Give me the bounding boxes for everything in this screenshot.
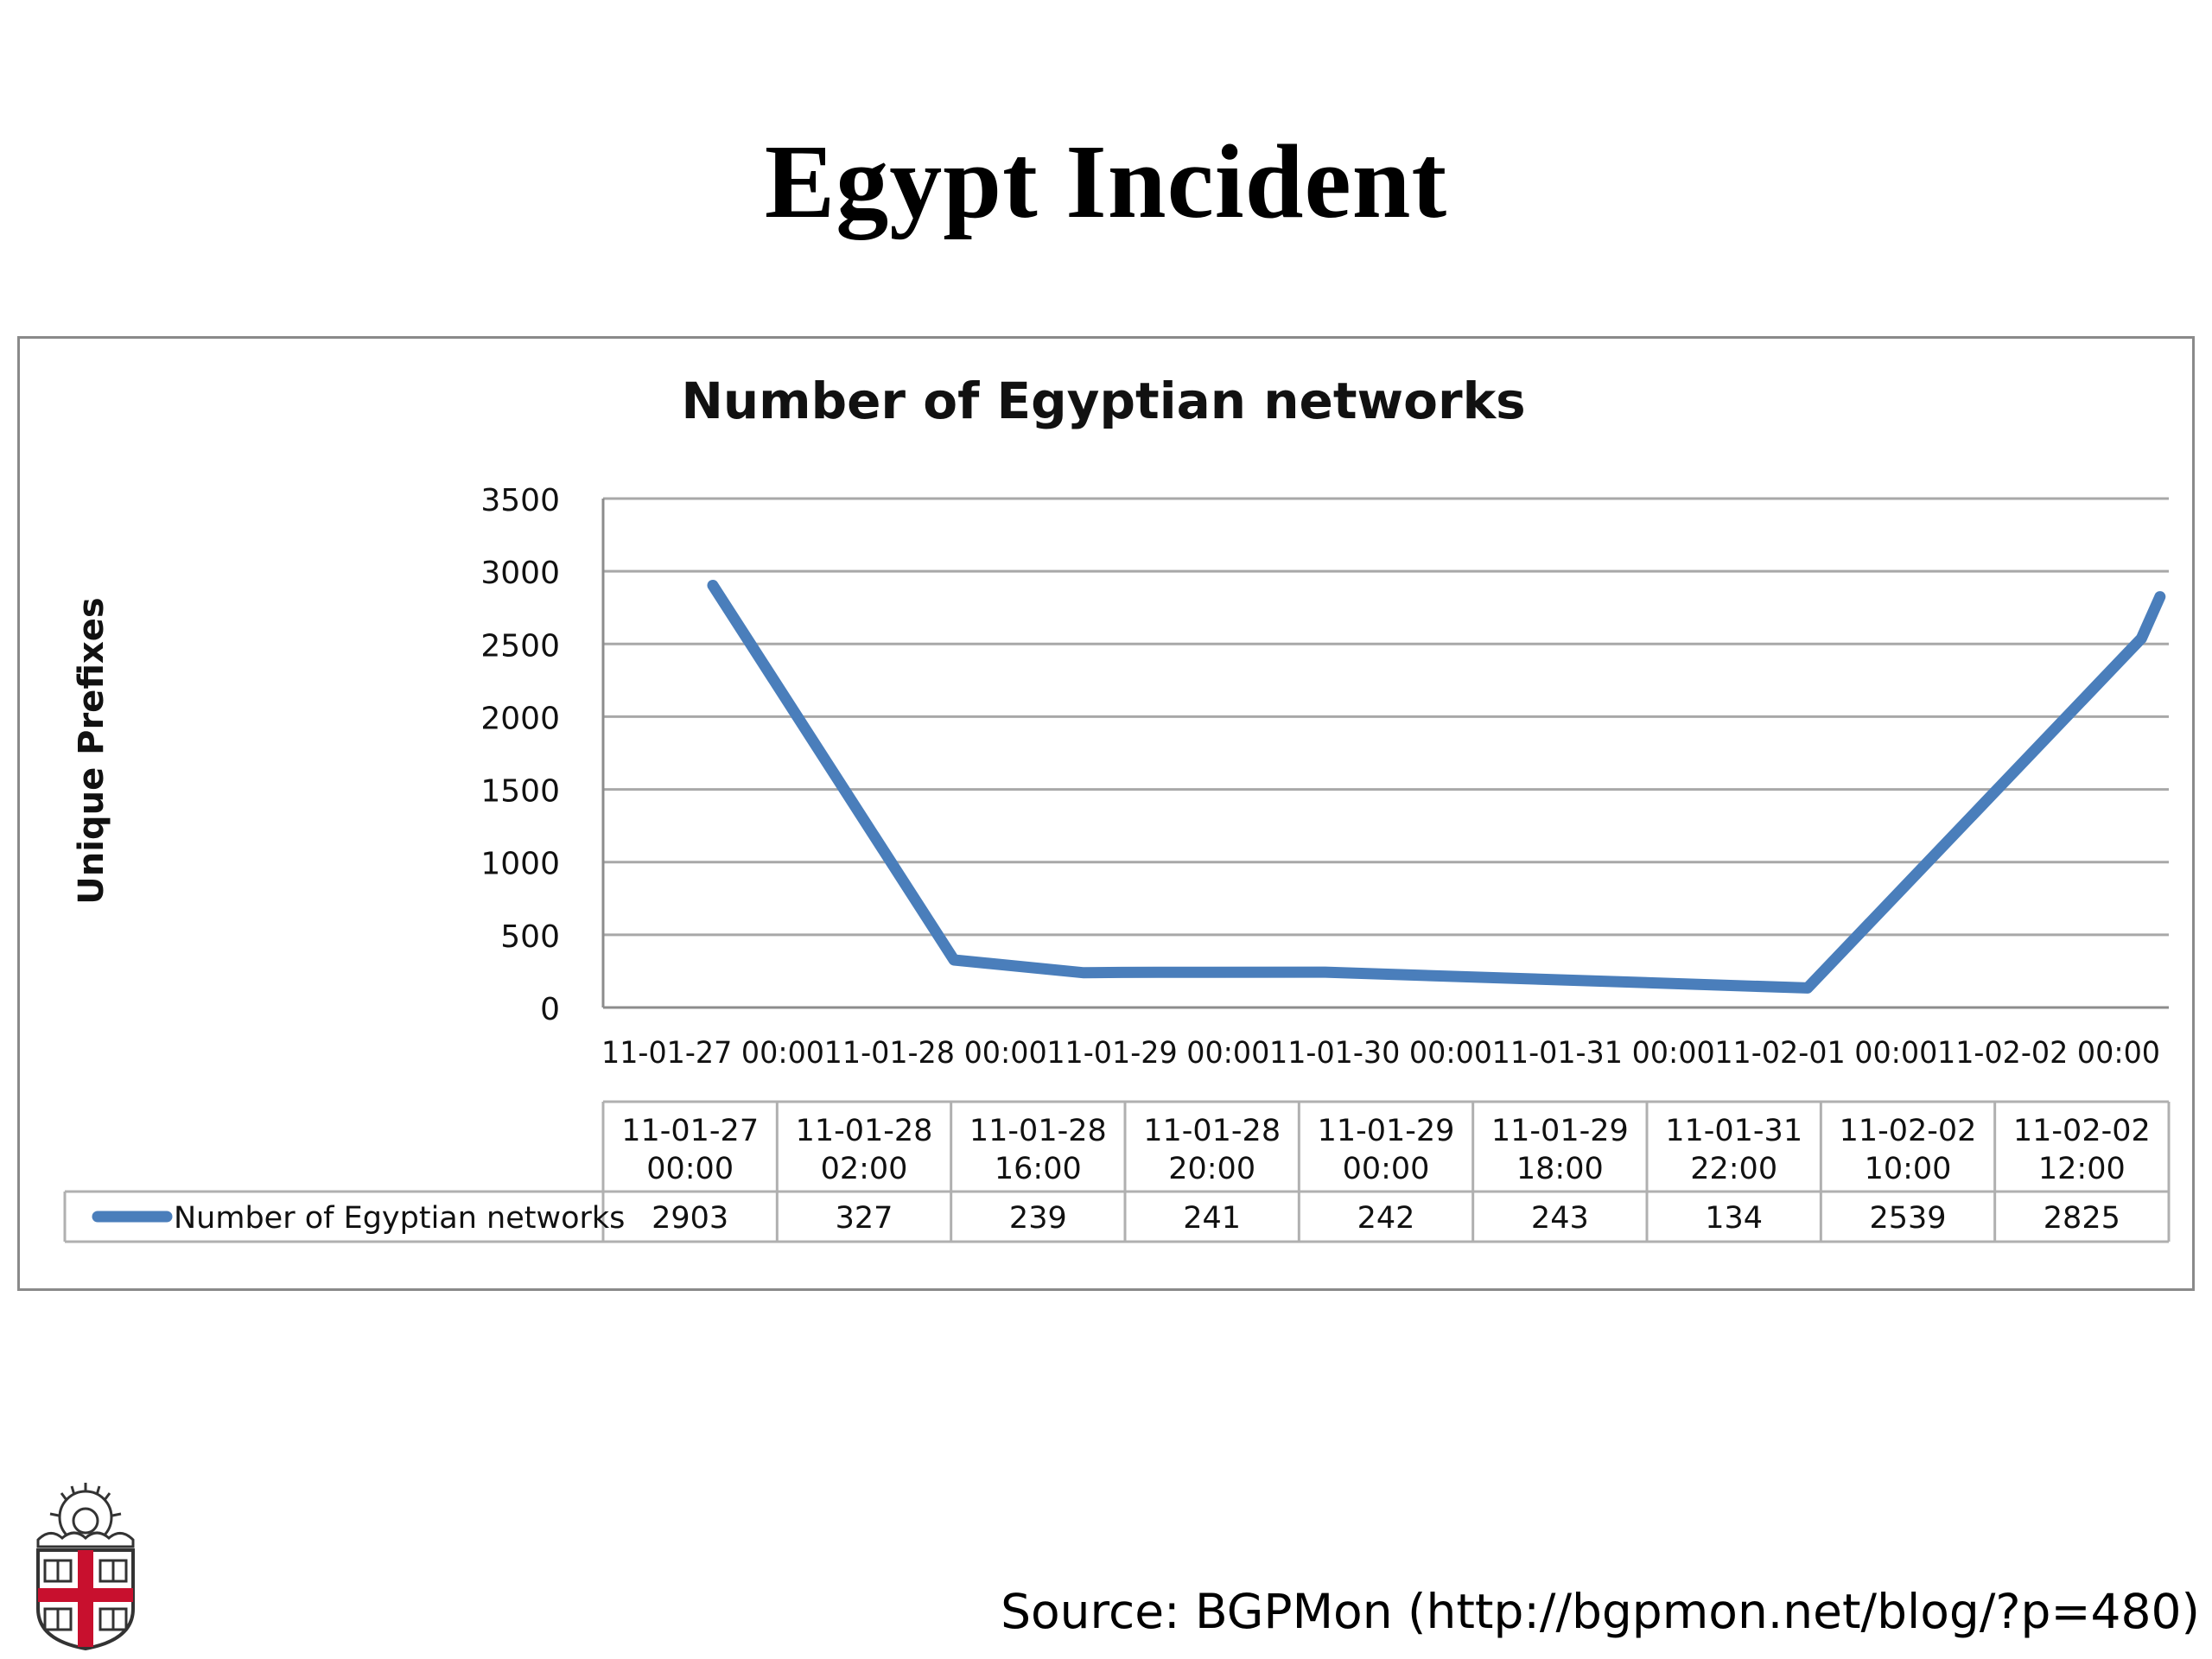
slide-title: Egypt Incident (764, 124, 1448, 240)
x-tick-label: 11-02-01 00:00 (1714, 1036, 1937, 1071)
table-header-time: 02:00 (821, 1152, 908, 1186)
table-value: 2539 (1869, 1201, 1946, 1236)
table-header-time: 22:00 (1690, 1152, 1777, 1186)
y-axis-label: Unique Prefixes (72, 597, 111, 904)
x-tick-label: 11-02-02 00:00 (1937, 1036, 2160, 1071)
y-tick-label: 500 (500, 919, 560, 955)
x-tick-label: 11-01-31 00:00 (1492, 1036, 1715, 1071)
table-header-date: 11-01-28 (969, 1114, 1107, 1148)
y-tick-label: 2000 (480, 701, 560, 736)
table-value: 327 (836, 1201, 893, 1236)
y-tick-label: 2500 (480, 628, 560, 664)
table-value: 243 (1531, 1201, 1589, 1236)
table-header-date: 11-02-02 (2013, 1114, 2151, 1148)
grid-lines (601, 497, 2169, 1009)
table-header-time: 18:00 (1516, 1152, 1604, 1186)
x-tick-label: 11-01-27 00:00 (601, 1036, 824, 1071)
chart-frame: Number of Egyptian networks Unique Prefi… (17, 336, 2195, 1291)
table-header-time: 12:00 (2038, 1152, 2126, 1186)
table-header-time: 10:00 (1865, 1152, 1952, 1186)
source-citation: Source: BGPMon (http://bgpmon.net/blog/?… (1001, 1584, 2200, 1639)
table-header-time: 00:00 (646, 1152, 734, 1186)
x-tick-label: 11-01-28 00:00 (824, 1036, 1047, 1071)
table-header-date: 11-02-02 (1840, 1114, 1977, 1148)
table-header-date: 11-01-29 (1491, 1114, 1629, 1148)
table-value: 2825 (2044, 1201, 2120, 1236)
y-tick-label: 1500 (480, 774, 560, 810)
y-tick-labels: 0 500 1000 1500 2000 2500 3000 3500 (480, 483, 560, 1027)
university-seal-icon (36, 1483, 135, 1651)
table-header-date: 11-01-29 (1318, 1114, 1455, 1148)
table-header-time: 00:00 (1343, 1152, 1430, 1186)
legend-label: Number of Egyptian networks (174, 1201, 625, 1236)
y-tick-label: 3000 (480, 556, 560, 591)
data-table: 11-01-27 00:00 11-01-28 02:00 11-01-28 16:00 1… (63, 1100, 2171, 1243)
table-value: 2903 (652, 1201, 728, 1236)
table-header-time: 20:00 (1168, 1152, 1255, 1186)
table-value: 241 (1183, 1201, 1241, 1236)
table-header-date: 11-01-31 (1665, 1114, 1802, 1148)
series-line (707, 580, 2166, 994)
x-tick-labels: 11-01-27 00:00 11-01-28 00:00 11-01-29 00:… (601, 1036, 2160, 1071)
chart-title: Number of Egyptian networks (681, 372, 1525, 430)
table-header-date: 11-01-28 (1143, 1114, 1281, 1148)
series-layer (707, 580, 2166, 994)
y-tick-label: 3500 (480, 483, 560, 518)
table-value: 239 (1009, 1201, 1067, 1236)
table-value: 242 (1357, 1201, 1415, 1236)
table-header-date: 11-01-27 (621, 1114, 759, 1148)
y-tick-label: 0 (540, 992, 560, 1027)
table-header-date: 11-01-28 (796, 1114, 933, 1148)
line-chart: Number of Egyptian networks Unique Prefi… (63, 372, 2171, 1243)
y-tick-label: 1000 (480, 847, 560, 882)
table-header-time: 16:00 (995, 1152, 1082, 1186)
table-value: 134 (1705, 1201, 1763, 1236)
x-tick-label: 11-01-29 00:00 (1046, 1036, 1269, 1071)
x-tick-label: 11-01-30 00:00 (1269, 1036, 1492, 1071)
